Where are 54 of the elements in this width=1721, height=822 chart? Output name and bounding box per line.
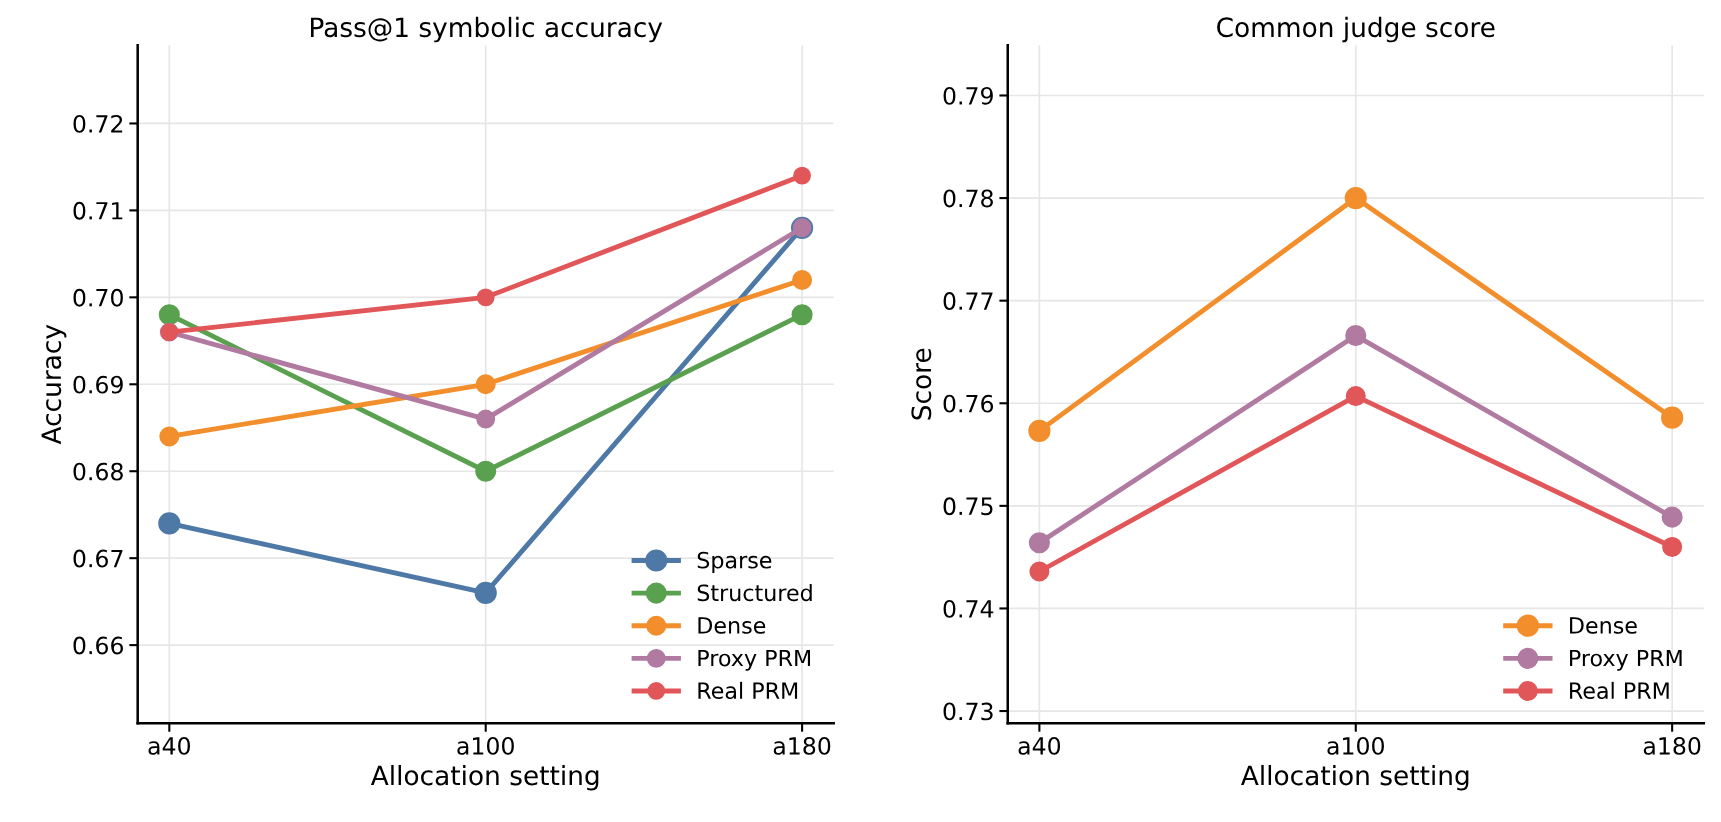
point — [158, 304, 180, 326]
point — [1028, 532, 1050, 554]
y-tick-label: 0.78 — [943, 189, 993, 208]
y-tick-label: 0.68 — [73, 462, 123, 481]
y-tick-label: 0.72 — [73, 114, 123, 133]
x-tick-label: a40 — [148, 736, 191, 755]
x-tick-label: a180 — [1643, 736, 1701, 755]
point — [158, 512, 181, 535]
legend-label: Real PRM — [1570, 681, 1669, 700]
point — [159, 426, 180, 447]
chart-title: Common judge score — [1217, 16, 1495, 43]
point — [1344, 186, 1367, 210]
legend-label: Structured — [697, 584, 812, 602]
point — [1661, 406, 1684, 429]
y-tick-label: 0.77 — [943, 292, 993, 310]
legend-label: Sparse — [697, 551, 772, 573]
legend-label: Dense — [698, 617, 766, 634]
point — [475, 374, 496, 395]
point — [1028, 419, 1051, 443]
y-tick-label: 0.74 — [943, 599, 994, 618]
x-tick-label: a180 — [773, 736, 831, 755]
x-tick-label: a40 — [1018, 736, 1061, 755]
y-tick-label: 0.66 — [73, 636, 123, 655]
legend-label: Proxy PRM — [698, 649, 811, 671]
legend-label: Real PRM — [698, 681, 798, 700]
point — [792, 269, 813, 290]
legend-label: Dense — [1570, 617, 1637, 634]
y-tick-label: 0.69 — [73, 375, 123, 394]
chart-title: Pass@1 symbolic accuracy — [311, 16, 663, 43]
point — [1662, 536, 1683, 557]
point — [1345, 386, 1366, 407]
x-tick-label: a100 — [457, 736, 514, 755]
point — [1029, 561, 1050, 582]
legend-label: Proxy PRM — [1570, 649, 1682, 671]
point — [793, 166, 811, 185]
x-tick-label: a100 — [1327, 736, 1384, 755]
x-axis-title: Allocation setting — [370, 764, 599, 791]
point — [474, 581, 497, 605]
y-tick-label: 0.71 — [73, 201, 123, 220]
y-axis-title: Accuracy — [41, 324, 67, 445]
x-axis-title: Allocation setting — [1240, 764, 1469, 791]
y-axis-title: Score — [911, 348, 932, 420]
y-tick-label: 0.73 — [943, 702, 993, 721]
point — [476, 288, 495, 307]
point — [791, 304, 813, 326]
point — [1661, 506, 1683, 528]
point — [475, 460, 497, 482]
point — [476, 409, 496, 429]
point — [1345, 324, 1367, 347]
y-tick-label: 0.76 — [943, 394, 994, 413]
y-tick-label: 0.67 — [73, 549, 123, 568]
y-tick-label: 0.75 — [943, 497, 993, 516]
y-tick-label: 0.70 — [73, 288, 123, 307]
y-tick-label: 0.79 — [943, 86, 993, 105]
